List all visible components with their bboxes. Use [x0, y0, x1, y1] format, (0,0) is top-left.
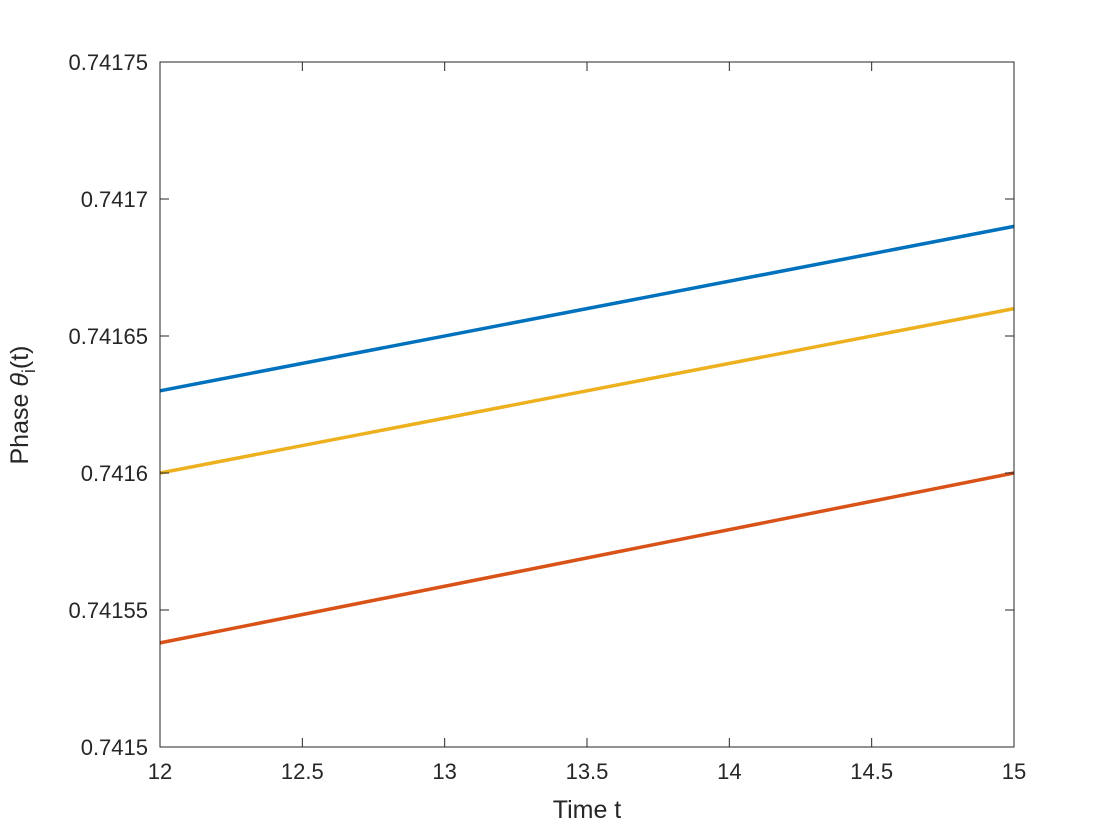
plot-area [160, 62, 1014, 747]
y-tick-label: 0.7416 [81, 461, 148, 486]
y-tick-label: 0.74175 [68, 50, 148, 75]
x-tick-label: 14 [717, 759, 741, 784]
y-tick-label: 0.74155 [68, 598, 148, 623]
y-tick-label: 0.74165 [68, 324, 148, 349]
x-tick-label: 12.5 [281, 759, 324, 784]
x-tick-label: 14.5 [850, 759, 893, 784]
x-tick-label: 13 [432, 759, 456, 784]
series-layer [159, 224, 1015, 645]
x-tick-label: 12 [148, 759, 172, 784]
x-tick-label: 13.5 [566, 759, 609, 784]
series-line-1 [159, 224, 1015, 393]
y-axis-ticks: 0.7415 0.74155 0.7416 0.74165 0.7417 0.74175 [68, 50, 1014, 760]
series-line-3 [159, 306, 1015, 475]
x-axis-ticks: 12 12.5 13 13.5 14 14.5 15 [148, 62, 1026, 784]
y-tick-label: 0.7415 [81, 735, 148, 760]
x-axis-label: Time t [553, 796, 622, 824]
y-tick-label: 0.7417 [81, 187, 148, 212]
series-line-2 [159, 471, 1015, 645]
x-tick-label: 15 [1002, 759, 1026, 784]
y-axis-label: Phase θi(t) [6, 345, 39, 464]
